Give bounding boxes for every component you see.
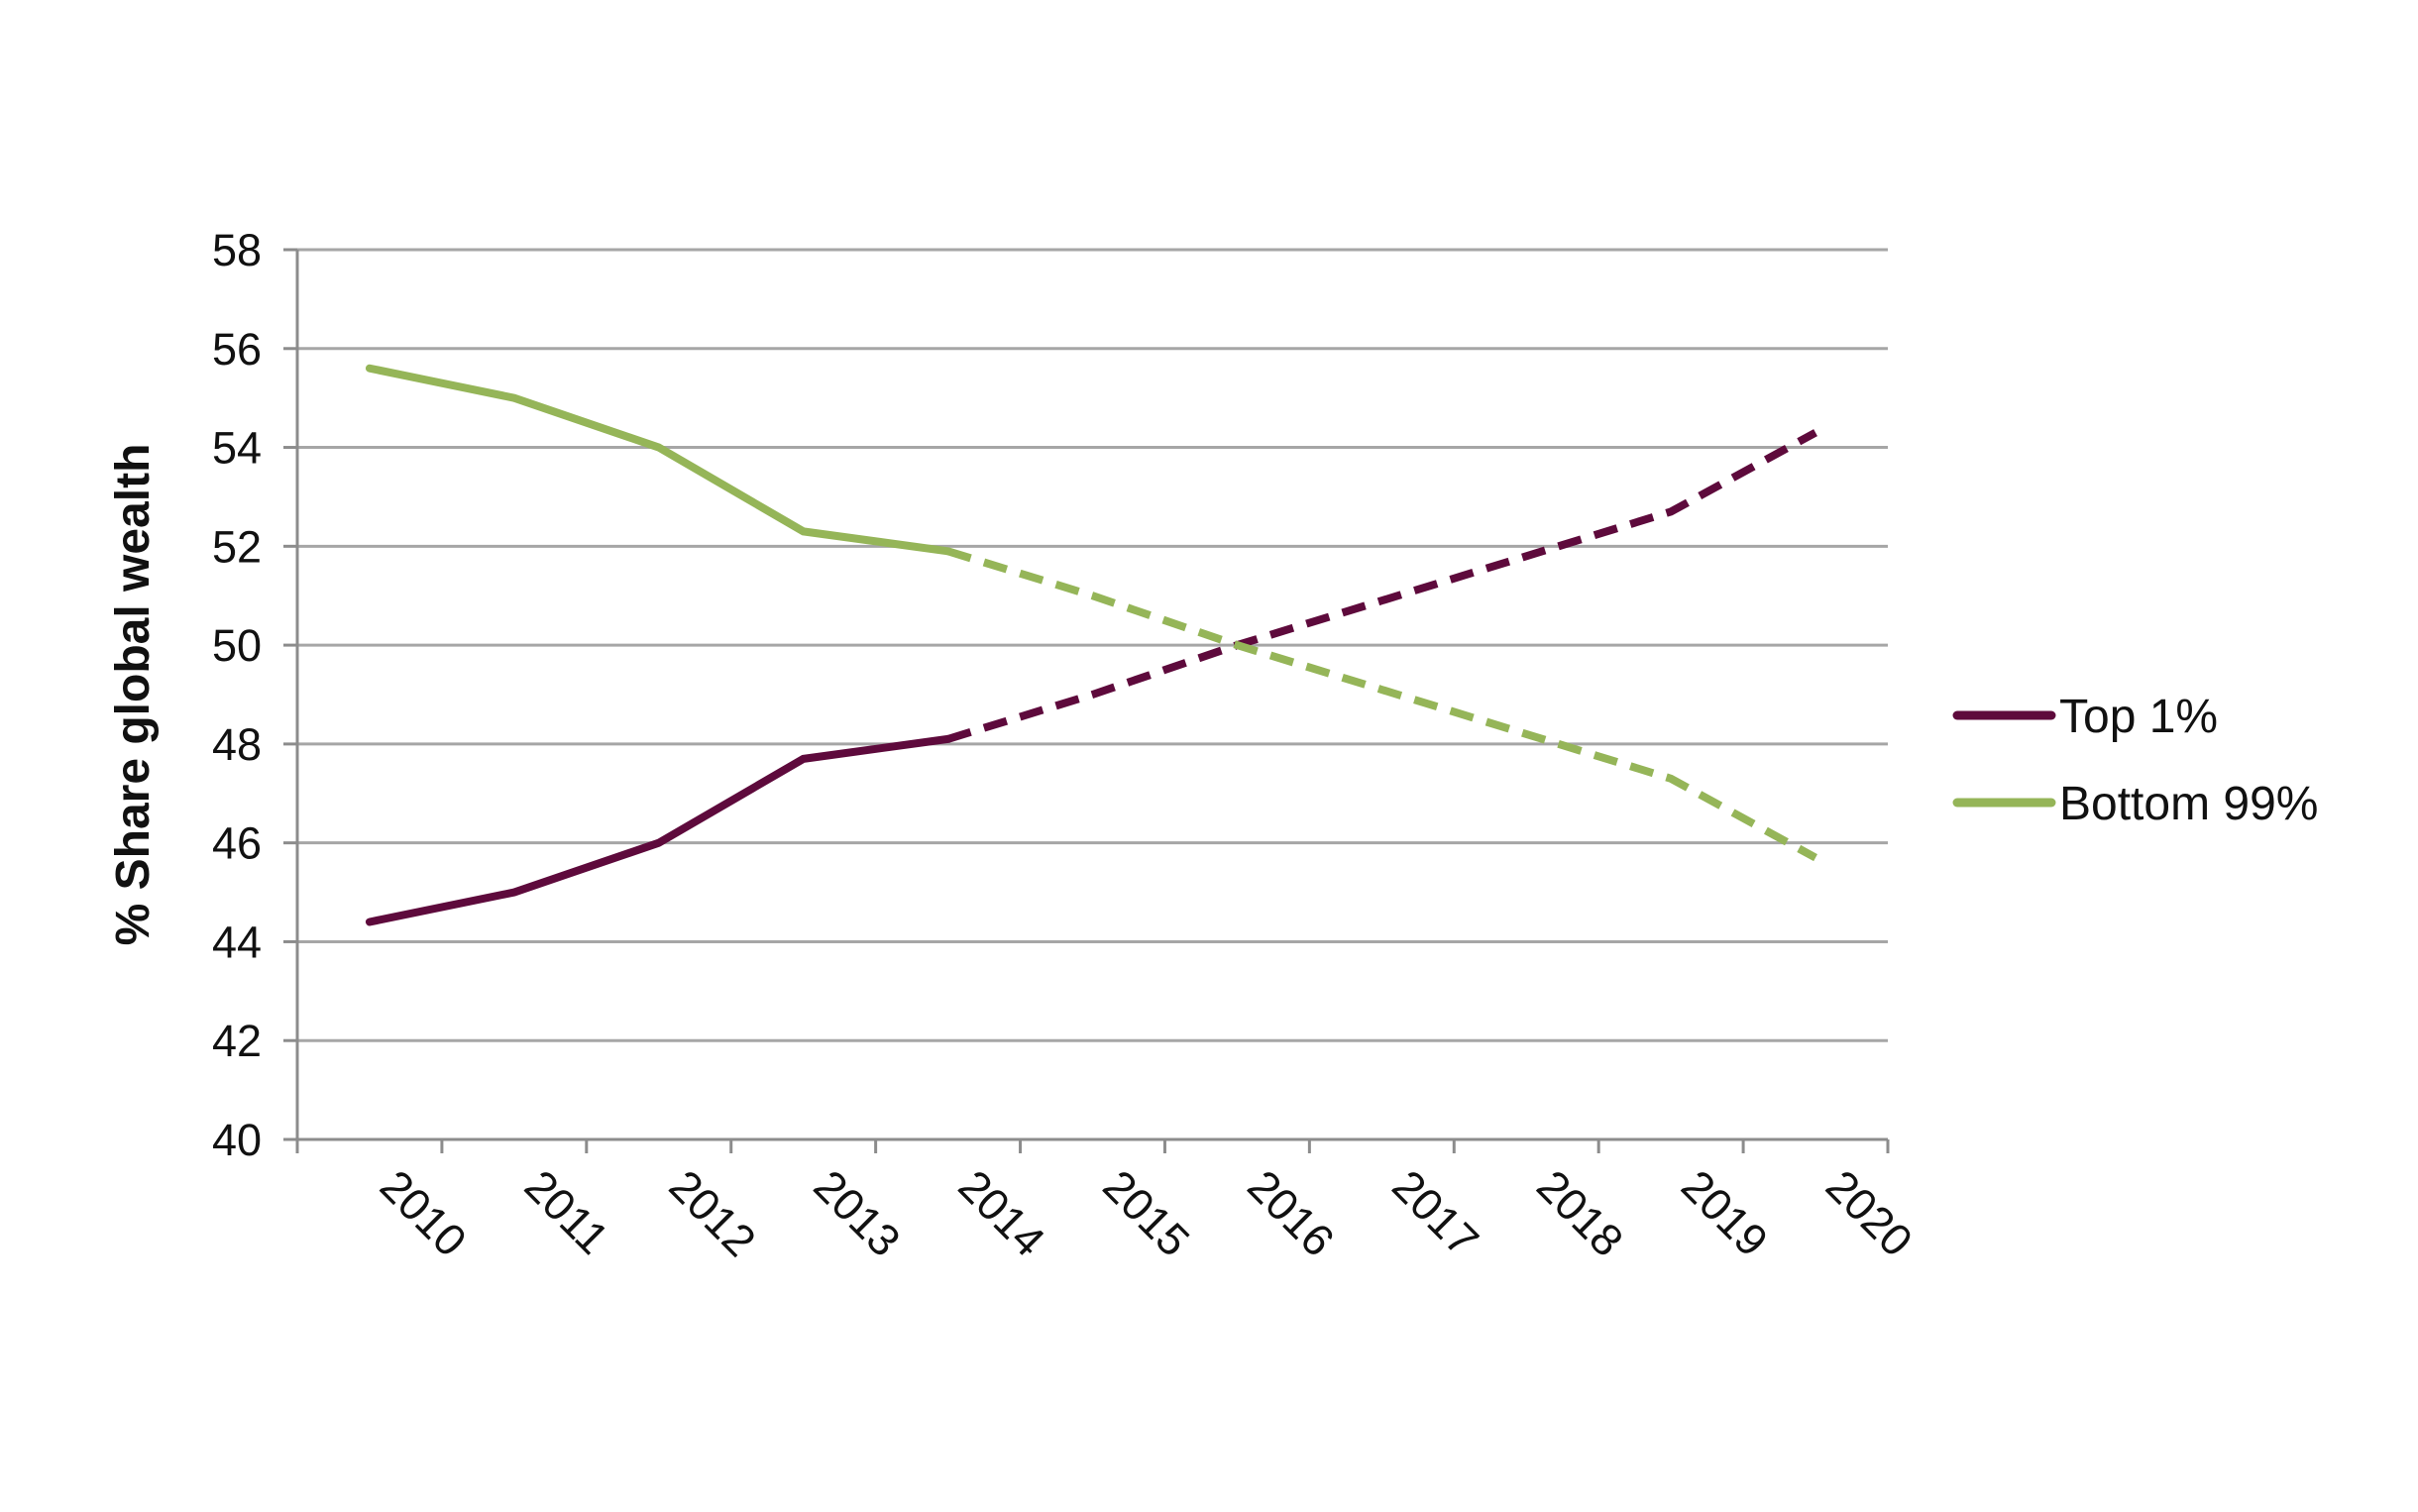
x-tick-label: 2013	[805, 1160, 911, 1266]
series-line-projected	[946, 547, 1817, 862]
y-tick-label: 40	[212, 1115, 262, 1165]
y-tick-label: 56	[212, 324, 262, 375]
x-tick-label: 2010	[371, 1160, 477, 1266]
y-axis-label: % Share global wealth	[107, 444, 160, 946]
legend-label: Top 1%	[2059, 691, 2218, 743]
series-layer	[365, 364, 1817, 926]
x-tick-label: 2019	[1672, 1160, 1778, 1266]
y-tick-label: 52	[212, 521, 262, 572]
y-tick-label: 42	[212, 1016, 262, 1066]
x-tick-label: 2015	[1093, 1160, 1199, 1266]
y-axis-ticks: 40 42 44 46 48 50 52 54 56 58	[212, 225, 297, 1165]
y-tick-label: 48	[212, 719, 262, 770]
y-tick-label: 54	[212, 423, 262, 474]
series-line-actual	[365, 364, 952, 556]
x-tick-label: 2014	[949, 1160, 1055, 1266]
y-tick-label: 50	[212, 620, 262, 671]
gridlines	[297, 248, 1888, 1042]
x-tick-label: 2016	[1238, 1160, 1344, 1266]
legend-label: Bottom 99%	[2059, 778, 2318, 830]
series-line-actual	[365, 734, 952, 926]
x-tick-label: 2020	[1816, 1160, 1923, 1266]
y-tick-label: 44	[212, 917, 262, 967]
x-tick-label: 2018	[1527, 1160, 1633, 1266]
x-tick-label: 2017	[1382, 1160, 1488, 1266]
y-tick-label: 58	[212, 225, 262, 275]
x-tick-label: 2011	[515, 1160, 618, 1263]
series-line-projected	[946, 429, 1817, 743]
axes	[295, 250, 1888, 1141]
x-axis-ticks: 2010 2011 2012 2013 2014 2015 2016 2017 2018 2019…	[295, 1139, 1923, 1266]
legend: Top 1% Bottom 99%	[1952, 691, 2318, 830]
y-tick-label: 46	[212, 818, 262, 869]
x-tick-label: 2012	[660, 1160, 766, 1266]
